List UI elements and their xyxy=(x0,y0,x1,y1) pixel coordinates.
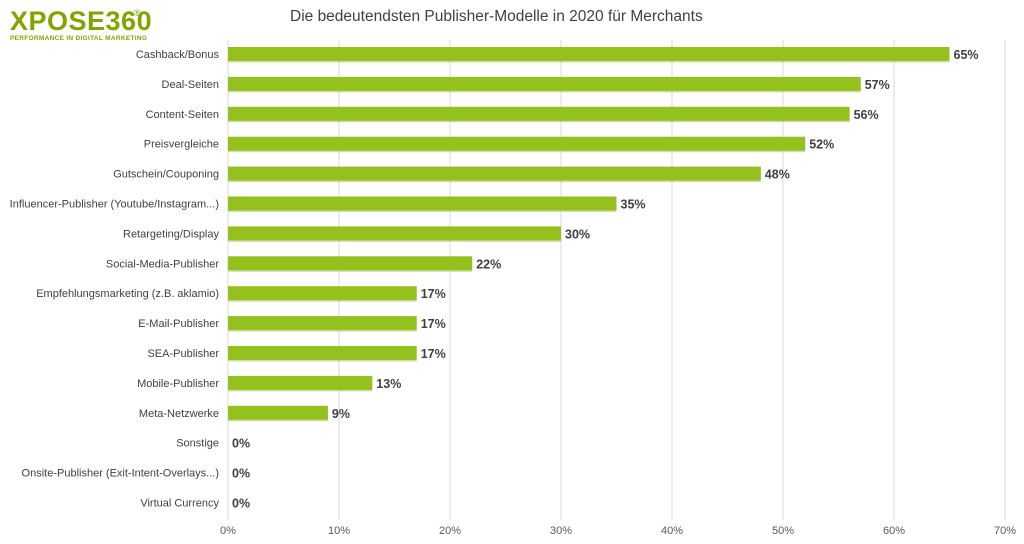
data-label: 22% xyxy=(476,257,501,271)
category-label: Cashback/Bonus xyxy=(136,49,220,61)
bar xyxy=(228,375,373,390)
data-label: 52% xyxy=(809,138,834,152)
data-label: 30% xyxy=(565,227,590,241)
x-tick-label: 70% xyxy=(994,525,1016,537)
x-tick-label: 0% xyxy=(220,525,236,537)
data-label: 48% xyxy=(765,168,790,182)
data-label: 0% xyxy=(232,437,250,451)
x-tick-label: 10% xyxy=(328,525,350,537)
bar xyxy=(228,47,950,61)
category-label: E-Mail-Publisher xyxy=(138,318,219,330)
bar xyxy=(228,286,417,301)
logo-registered-mark: ® xyxy=(134,8,141,18)
category-label: Sonstige xyxy=(176,438,219,450)
bar xyxy=(228,76,861,91)
category-label: Retargeting/Display xyxy=(123,228,219,240)
x-tick-label: 60% xyxy=(883,525,905,537)
bar xyxy=(228,196,617,211)
logo-tagline: PERFORMANCE IN DIGITAL MARKETING xyxy=(10,35,148,42)
data-label: 0% xyxy=(232,497,250,511)
bar xyxy=(228,136,806,151)
bar xyxy=(228,166,761,181)
category-label: Virtual Currency xyxy=(140,498,219,510)
category-label: Meta-Netzwerke xyxy=(139,408,219,420)
data-label: 9% xyxy=(332,407,350,421)
logo-wordmark: XPOSE360 xyxy=(10,6,153,36)
bar xyxy=(228,226,561,241)
data-label: 17% xyxy=(421,347,446,361)
bar xyxy=(228,316,417,331)
chart-title: Die bedeutendsten Publisher-Modelle in 2… xyxy=(290,8,703,25)
data-label: 13% xyxy=(376,377,401,391)
category-label: Mobile-Publisher xyxy=(137,378,219,390)
data-label: 57% xyxy=(865,78,890,92)
category-label: Empfehlungsmarketing (z.B. aklamio) xyxy=(36,288,219,300)
category-label: Content-Seiten xyxy=(146,109,219,121)
bar xyxy=(228,405,328,420)
data-label: 56% xyxy=(854,108,879,122)
bar xyxy=(228,256,473,271)
data-label: 65% xyxy=(954,48,979,62)
category-label: Onsite-Publisher (Exit-Intent-Overlays..… xyxy=(22,468,219,480)
bar xyxy=(228,106,850,121)
category-label: Social-Media-Publisher xyxy=(106,258,219,270)
x-tick-label: 30% xyxy=(550,525,572,537)
x-tick-label: 40% xyxy=(661,525,683,537)
data-label: 17% xyxy=(421,287,446,301)
data-label: 0% xyxy=(232,467,250,481)
category-label: Influencer-Publisher (Youtube/Instagram.… xyxy=(10,199,219,211)
x-tick-label: 20% xyxy=(439,525,461,537)
x-tick-label: 50% xyxy=(772,525,794,537)
category-label: Deal-Seiten xyxy=(162,79,219,91)
data-label: 17% xyxy=(421,317,446,331)
data-label: 35% xyxy=(621,198,646,212)
category-label: Gutschein/Couponing xyxy=(113,169,219,181)
category-label: SEA-Publisher xyxy=(147,348,219,360)
category-label: Preisvergleiche xyxy=(144,139,219,151)
bar xyxy=(228,346,417,360)
